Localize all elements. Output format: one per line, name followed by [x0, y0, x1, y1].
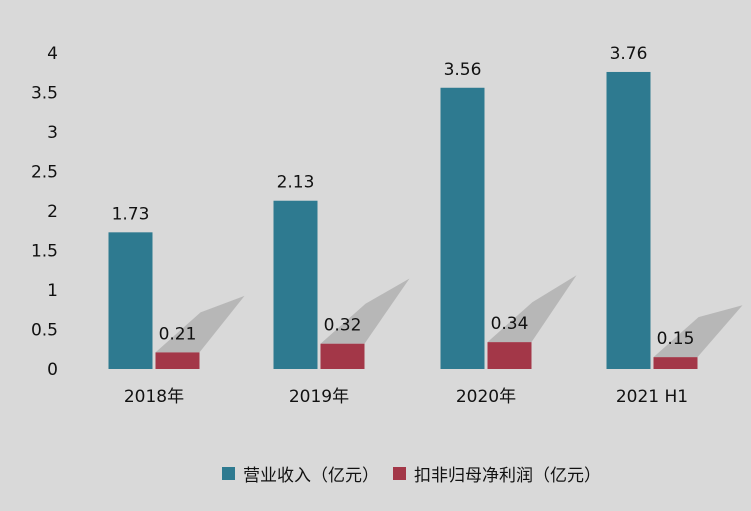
bar-net-profit — [653, 357, 698, 369]
data-label: 0.21 — [159, 324, 197, 344]
x-tick-label: 2018年 — [124, 387, 184, 407]
data-label: 0.34 — [491, 314, 529, 334]
data-label: 0.32 — [324, 316, 362, 336]
bar-shadow — [155, 295, 245, 353]
legend-label-revenue: 营业收入（亿元） — [243, 466, 379, 486]
bar-revenue — [440, 87, 485, 369]
bar-revenue — [108, 232, 153, 369]
y-tick-label: 0 — [47, 360, 58, 380]
y-tick-label: 1.5 — [31, 242, 58, 262]
bar-shadow — [320, 278, 410, 344]
legend-item-revenue[interactable]: 营业收入（亿元） — [222, 461, 379, 486]
x-tick-label: 2019年 — [289, 387, 349, 407]
x-tick-label: 2021 H1 — [616, 387, 688, 407]
y-tick-label: 3 — [47, 123, 58, 143]
bar-net-profit — [487, 342, 532, 369]
y-tick-label: 3.5 — [31, 84, 58, 104]
data-label: 0.15 — [657, 329, 695, 349]
bar-net-profit — [320, 343, 365, 369]
legend-item-net-profit[interactable]: 扣非归母净利润（亿元） — [393, 461, 601, 486]
y-tick-label: 0.5 — [31, 321, 58, 341]
bar-revenue — [273, 200, 318, 369]
bar-shadow — [653, 305, 743, 358]
bar-shadow — [487, 275, 577, 343]
bar-revenue — [606, 71, 651, 370]
legend: 营业收入（亿元） 扣非归母净利润（亿元） — [222, 461, 615, 486]
y-tick-label: 4 — [47, 44, 58, 64]
legend-swatch-revenue — [222, 467, 235, 480]
data-label: 3.76 — [610, 44, 648, 64]
legend-swatch-net-profit — [393, 467, 406, 480]
y-tick-label: 1 — [47, 281, 58, 301]
x-tick-label: 2020年 — [456, 387, 516, 407]
data-label: 3.56 — [444, 60, 482, 80]
data-label: 2.13 — [277, 173, 315, 193]
y-tick-label: 2 — [47, 202, 58, 222]
bar-net-profit — [155, 352, 200, 369]
legend-label-net-profit: 扣非归母净利润（亿元） — [414, 466, 601, 486]
data-label: 1.73 — [112, 204, 150, 224]
y-tick-label: 2.5 — [31, 163, 58, 183]
